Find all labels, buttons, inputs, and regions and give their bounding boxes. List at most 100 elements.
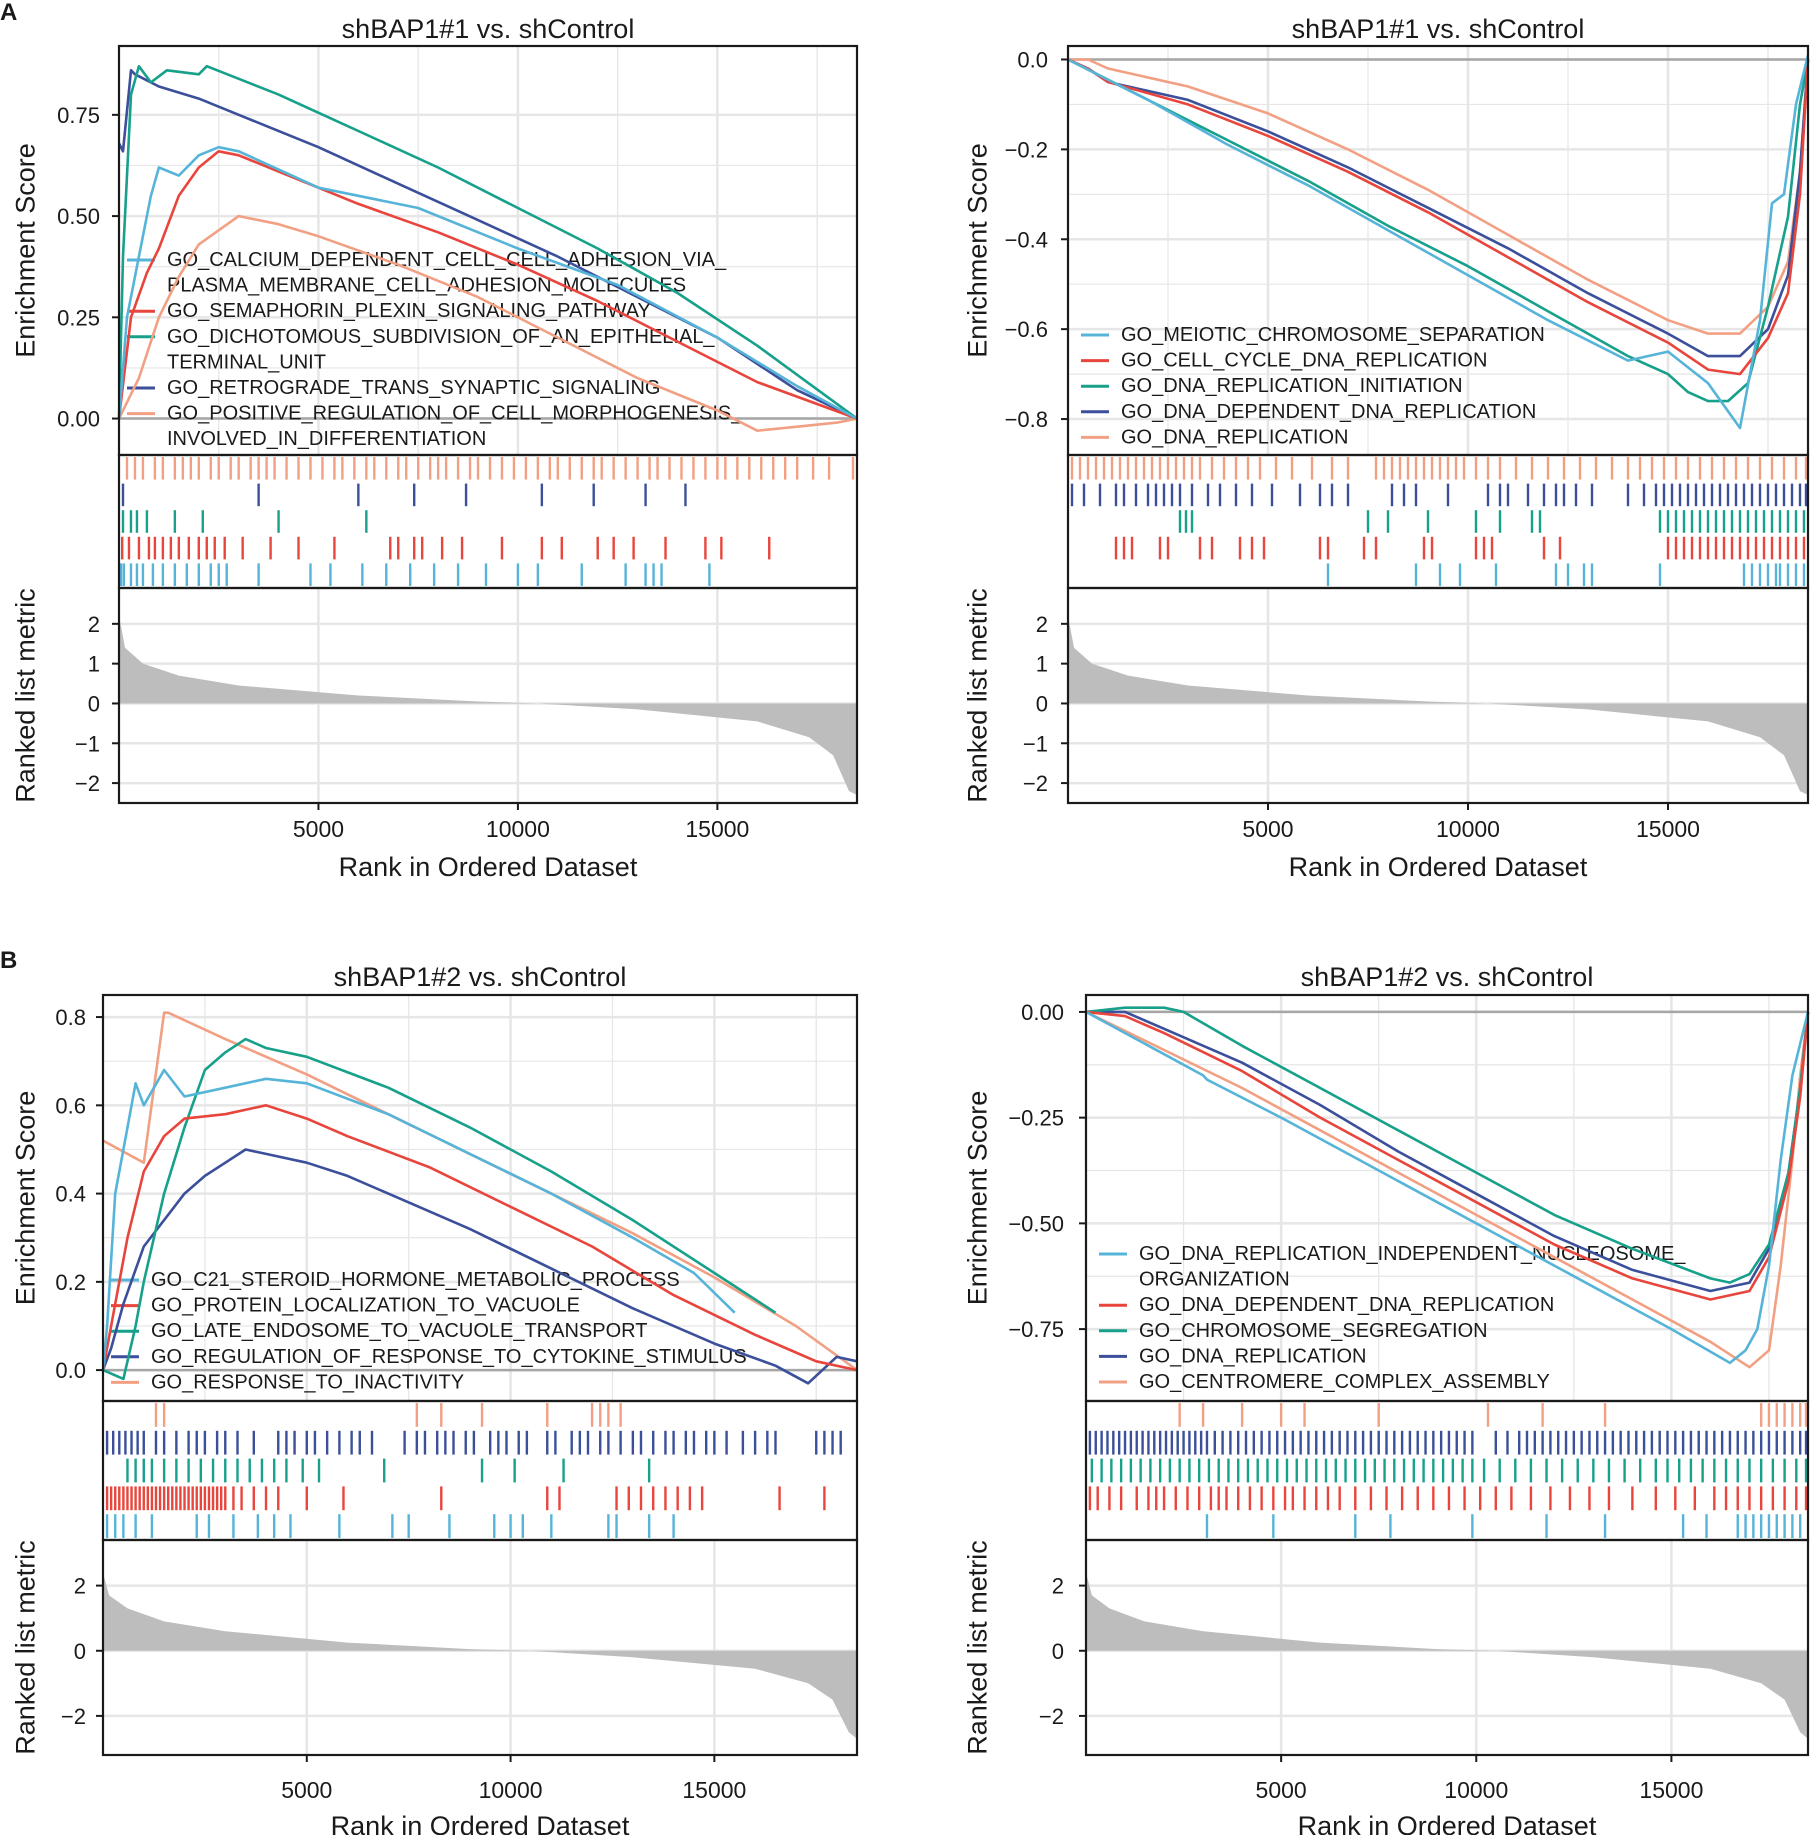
y-tick-label: 0.4 <box>55 1182 86 1207</box>
legend-label: TERMINAL_UNIT <box>167 351 326 373</box>
metric-axis-label: Ranked list metric <box>962 588 992 803</box>
x-tick-label: 10000 <box>479 1777 543 1803</box>
x-axis-label: Rank in Ordered Dataset <box>1289 852 1588 882</box>
y-tick-label: −0.2 <box>1005 137 1048 162</box>
y-axis-label: Enrichment Score <box>962 1091 992 1306</box>
legend-label: GO_DNA_REPLICATION_INITIATION <box>1121 375 1463 397</box>
metric-panel-frame <box>1066 586 1810 805</box>
y-tick-label: 0.00 <box>57 407 100 432</box>
x-tick-label: 5000 <box>281 1777 332 1803</box>
ranked-metric-area <box>1068 615 1808 795</box>
legend-label: GO_CELL_CYCLE_DNA_REPLICATION <box>1121 350 1487 372</box>
x-tick-label: 10000 <box>1444 1777 1508 1803</box>
y-axis-label: Enrichment Score <box>962 143 992 358</box>
chart-title: shBAP1#2 vs. shControl <box>1301 962 1594 992</box>
es-curve-s1 <box>1085 1010 1810 1365</box>
es-curve-s2 <box>1085 1010 1810 1301</box>
es-curve-s3 <box>117 64 858 420</box>
legend-label: GO_DNA_REPLICATION_INDEPENDENT_NUCLEOSOM… <box>1139 1243 1686 1265</box>
legend-label: GO_CENTROMERE_COMPLEX_ASSEMBLY <box>1139 1371 1550 1393</box>
es-curve-s3 <box>102 1037 777 1381</box>
metric-y-tick-label: −2 <box>1023 771 1048 796</box>
y-tick-label: −0.50 <box>1008 1211 1064 1236</box>
metric-y-tick-label: −2 <box>1039 1704 1064 1729</box>
es-curve-s1 <box>101 1068 736 1371</box>
es-curve-s1 <box>117 145 858 420</box>
legend-label: ORGANIZATION <box>1139 1269 1290 1291</box>
hits-panel-frame <box>1084 1399 1810 1542</box>
chart-title: shBAP1#1 vs. shControl <box>1292 14 1585 44</box>
metric-axis-label: Ranked list metric <box>10 588 40 803</box>
x-tick-label: 15000 <box>682 1777 746 1803</box>
chart-title: shBAP1#1 vs. shControl <box>342 14 635 44</box>
x-tick-label: 15000 <box>1636 816 1700 842</box>
ranked-metric-area <box>1086 1572 1808 1739</box>
legend-label: GO_CHROMOSOME_SEGREGATION <box>1139 1320 1488 1342</box>
es-curve-s3 <box>1085 1006 1810 1284</box>
legend-label: GO_DNA_REPLICATION <box>1121 426 1348 448</box>
metric-y-tick-label: 2 <box>1052 1574 1064 1599</box>
x-axis-label: Rank in Ordered Dataset <box>331 1811 630 1835</box>
gsea-panel-a-left: shBAP1#1 vs. shControl GO_CALCIUM_DEPENDE… <box>10 14 859 882</box>
es-curve-s1 <box>1067 54 1810 430</box>
metric-y-tick-label: 0 <box>1052 1639 1064 1664</box>
gene-hit-marks <box>1070 457 1808 586</box>
es-curve-s5 <box>1068 58 1810 335</box>
y-tick-label: 0.75 <box>57 103 100 128</box>
legend-label: GO_DICHOTOMOUS_SUBDIVISION_OF_AN_EPITHEL… <box>167 326 715 348</box>
es-curve-s2 <box>1067 58 1810 376</box>
ranked-metric-area <box>103 1572 857 1739</box>
es-curve-s5 <box>117 214 858 433</box>
legend-label: GO_POSITIVE_REGULATION_OF_CELL_MORPHOGEN… <box>167 403 743 425</box>
metric-y-tick-label: −2 <box>61 1704 86 1729</box>
gsea-panel-b-right: shBAP1#2 vs. shControl GO_DNA_REPLICATION… <box>962 962 1810 1835</box>
es-curve-s4 <box>101 1148 858 1385</box>
x-axis-label: Rank in Ordered Dataset <box>1298 1811 1597 1835</box>
x-tick-label: 10000 <box>486 816 550 842</box>
legend-label: GO_DNA_DEPENDENT_DNA_REPLICATION <box>1139 1294 1554 1316</box>
legend-label: GO_RESPONSE_TO_INACTIVITY <box>151 1371 464 1393</box>
gsea-plots: shBAP1#1 vs. shControl GO_CALCIUM_DEPENDE… <box>10 14 1810 1835</box>
panel-label-b: B <box>0 947 17 974</box>
legend-label: GO_REGULATION_OF_RESPONSE_TO_CYTOKINE_ST… <box>151 1346 747 1368</box>
y-tick-label: −0.25 <box>1008 1106 1064 1131</box>
metric-y-tick-label: 0 <box>1036 691 1048 716</box>
metric-y-tick-label: −1 <box>75 731 100 756</box>
legend-label: GO_DNA_REPLICATION <box>1139 1345 1366 1367</box>
gene-hit-marks <box>105 1403 842 1538</box>
metric-y-tick-label: 2 <box>1036 612 1048 637</box>
metric-y-tick-label: 1 <box>1036 652 1048 677</box>
x-tick-label: 10000 <box>1436 816 1500 842</box>
legend-label: GO_C21_STEROID_HORMONE_METABOLIC_PROCESS <box>151 1269 680 1291</box>
metric-y-tick-label: 2 <box>74 1574 86 1599</box>
metric-axis-label: Ranked list metric <box>962 1540 992 1755</box>
x-axis-label: Rank in Ordered Dataset <box>339 852 638 882</box>
legend-label: GO_RETROGRADE_TRANS_SYNAPTIC_SIGNALING <box>167 377 660 399</box>
gene-hit-marks <box>119 457 855 586</box>
panel-label-a: A <box>0 0 17 26</box>
gene-hit-marks <box>1088 1403 1808 1538</box>
es-curve-s2 <box>117 150 858 420</box>
y-tick-label: 0.8 <box>55 1005 86 1030</box>
x-tick-label: 5000 <box>1242 816 1293 842</box>
es-curve-s5 <box>1085 1010 1810 1369</box>
x-tick-label: 15000 <box>1639 1777 1703 1803</box>
y-tick-label: 0.0 <box>55 1358 86 1383</box>
legend-label: GO_SEMAPHORIN_PLEXIN_SIGNALING_PATHWAY <box>167 300 651 322</box>
y-tick-label: 0.6 <box>55 1093 86 1118</box>
metric-y-tick-label: −2 <box>75 771 100 796</box>
legend-label: GO_DNA_DEPENDENT_DNA_REPLICATION <box>1121 401 1536 423</box>
legend-label: INVOLVED_IN_DIFFERENTIATION <box>167 428 486 450</box>
metric-panel-frame <box>117 586 859 805</box>
legend-label: PLASMA_MEMBRANE_CELL_ADHESION_MOLECULES <box>167 275 686 297</box>
grid-lines <box>103 995 857 1755</box>
metric-y-tick-label: 0 <box>88 691 100 716</box>
legend-label: GO_LATE_ENDOSOME_TO_VACUOLE_TRANSPORT <box>151 1320 647 1342</box>
ranked-metric-area <box>119 615 857 795</box>
x-tick-label: 5000 <box>293 816 344 842</box>
y-tick-label: −0.75 <box>1008 1317 1064 1342</box>
y-tick-label: −0.8 <box>1005 407 1048 432</box>
y-tick-label: 0.2 <box>55 1270 86 1295</box>
y-tick-label: 0.50 <box>57 204 100 229</box>
